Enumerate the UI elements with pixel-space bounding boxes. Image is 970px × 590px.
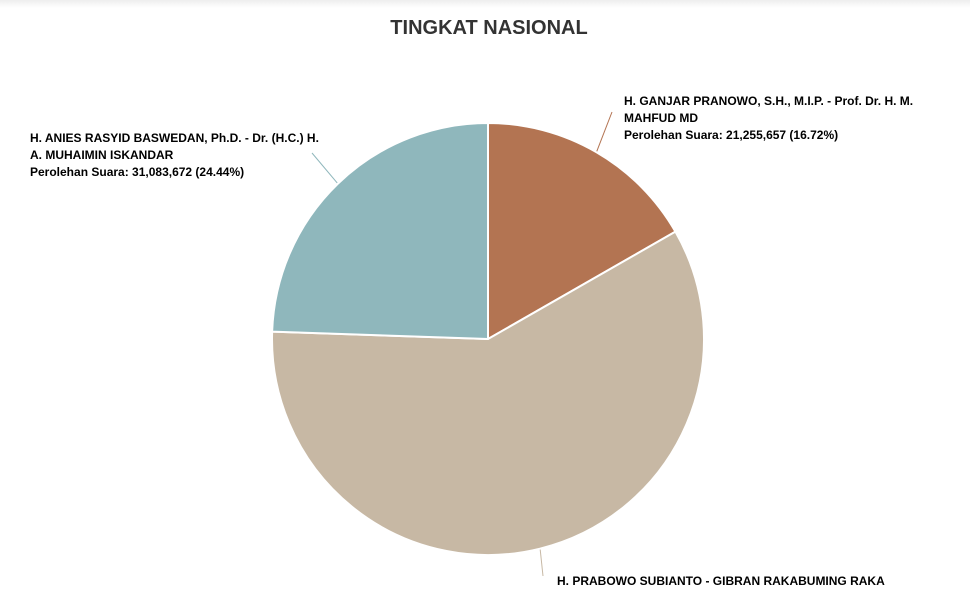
slice-label-prabowo: H. PRABOWO SUBIANTO - GIBRAN RAKABUMING … [557, 573, 967, 590]
slice-label-name: H. ANIES RASYID BASWEDAN, Ph.D. - Dr. (H… [30, 131, 319, 162]
connector-prabowo [539, 549, 544, 577]
slice-label-name: H. GANJAR PRANOWO, S.H., M.I.P. - Prof. … [624, 94, 914, 125]
slice-label-ganjar: H. GANJAR PRANOWO, S.H., M.I.P. - Prof. … [624, 93, 914, 144]
slice-label-name: H. PRABOWO SUBIANTO - GIBRAN RAKABUMING … [557, 574, 885, 588]
pie-slices [271, 122, 705, 556]
label-connectors [311, 111, 613, 577]
top-strip [0, 0, 970, 8]
chart-title: TINGKAT NASIONAL [390, 17, 588, 39]
slice-anies[interactable] [271, 122, 489, 340]
connector-ganjar [596, 111, 613, 152]
slice-label-votes: Perolehan Suara: 31,083,672 (24.44%) [30, 165, 245, 179]
slice-label-anies: H. ANIES RASYID BASWEDAN, Ph.D. - Dr. (H… [30, 130, 320, 181]
connector-anies [311, 152, 338, 184]
slice-ganjar[interactable] [487, 122, 677, 340]
slice-prabowo[interactable] [271, 230, 705, 556]
slice-label-votes: Perolehan Suara: 21,255,657 (16.72%) [624, 128, 839, 142]
